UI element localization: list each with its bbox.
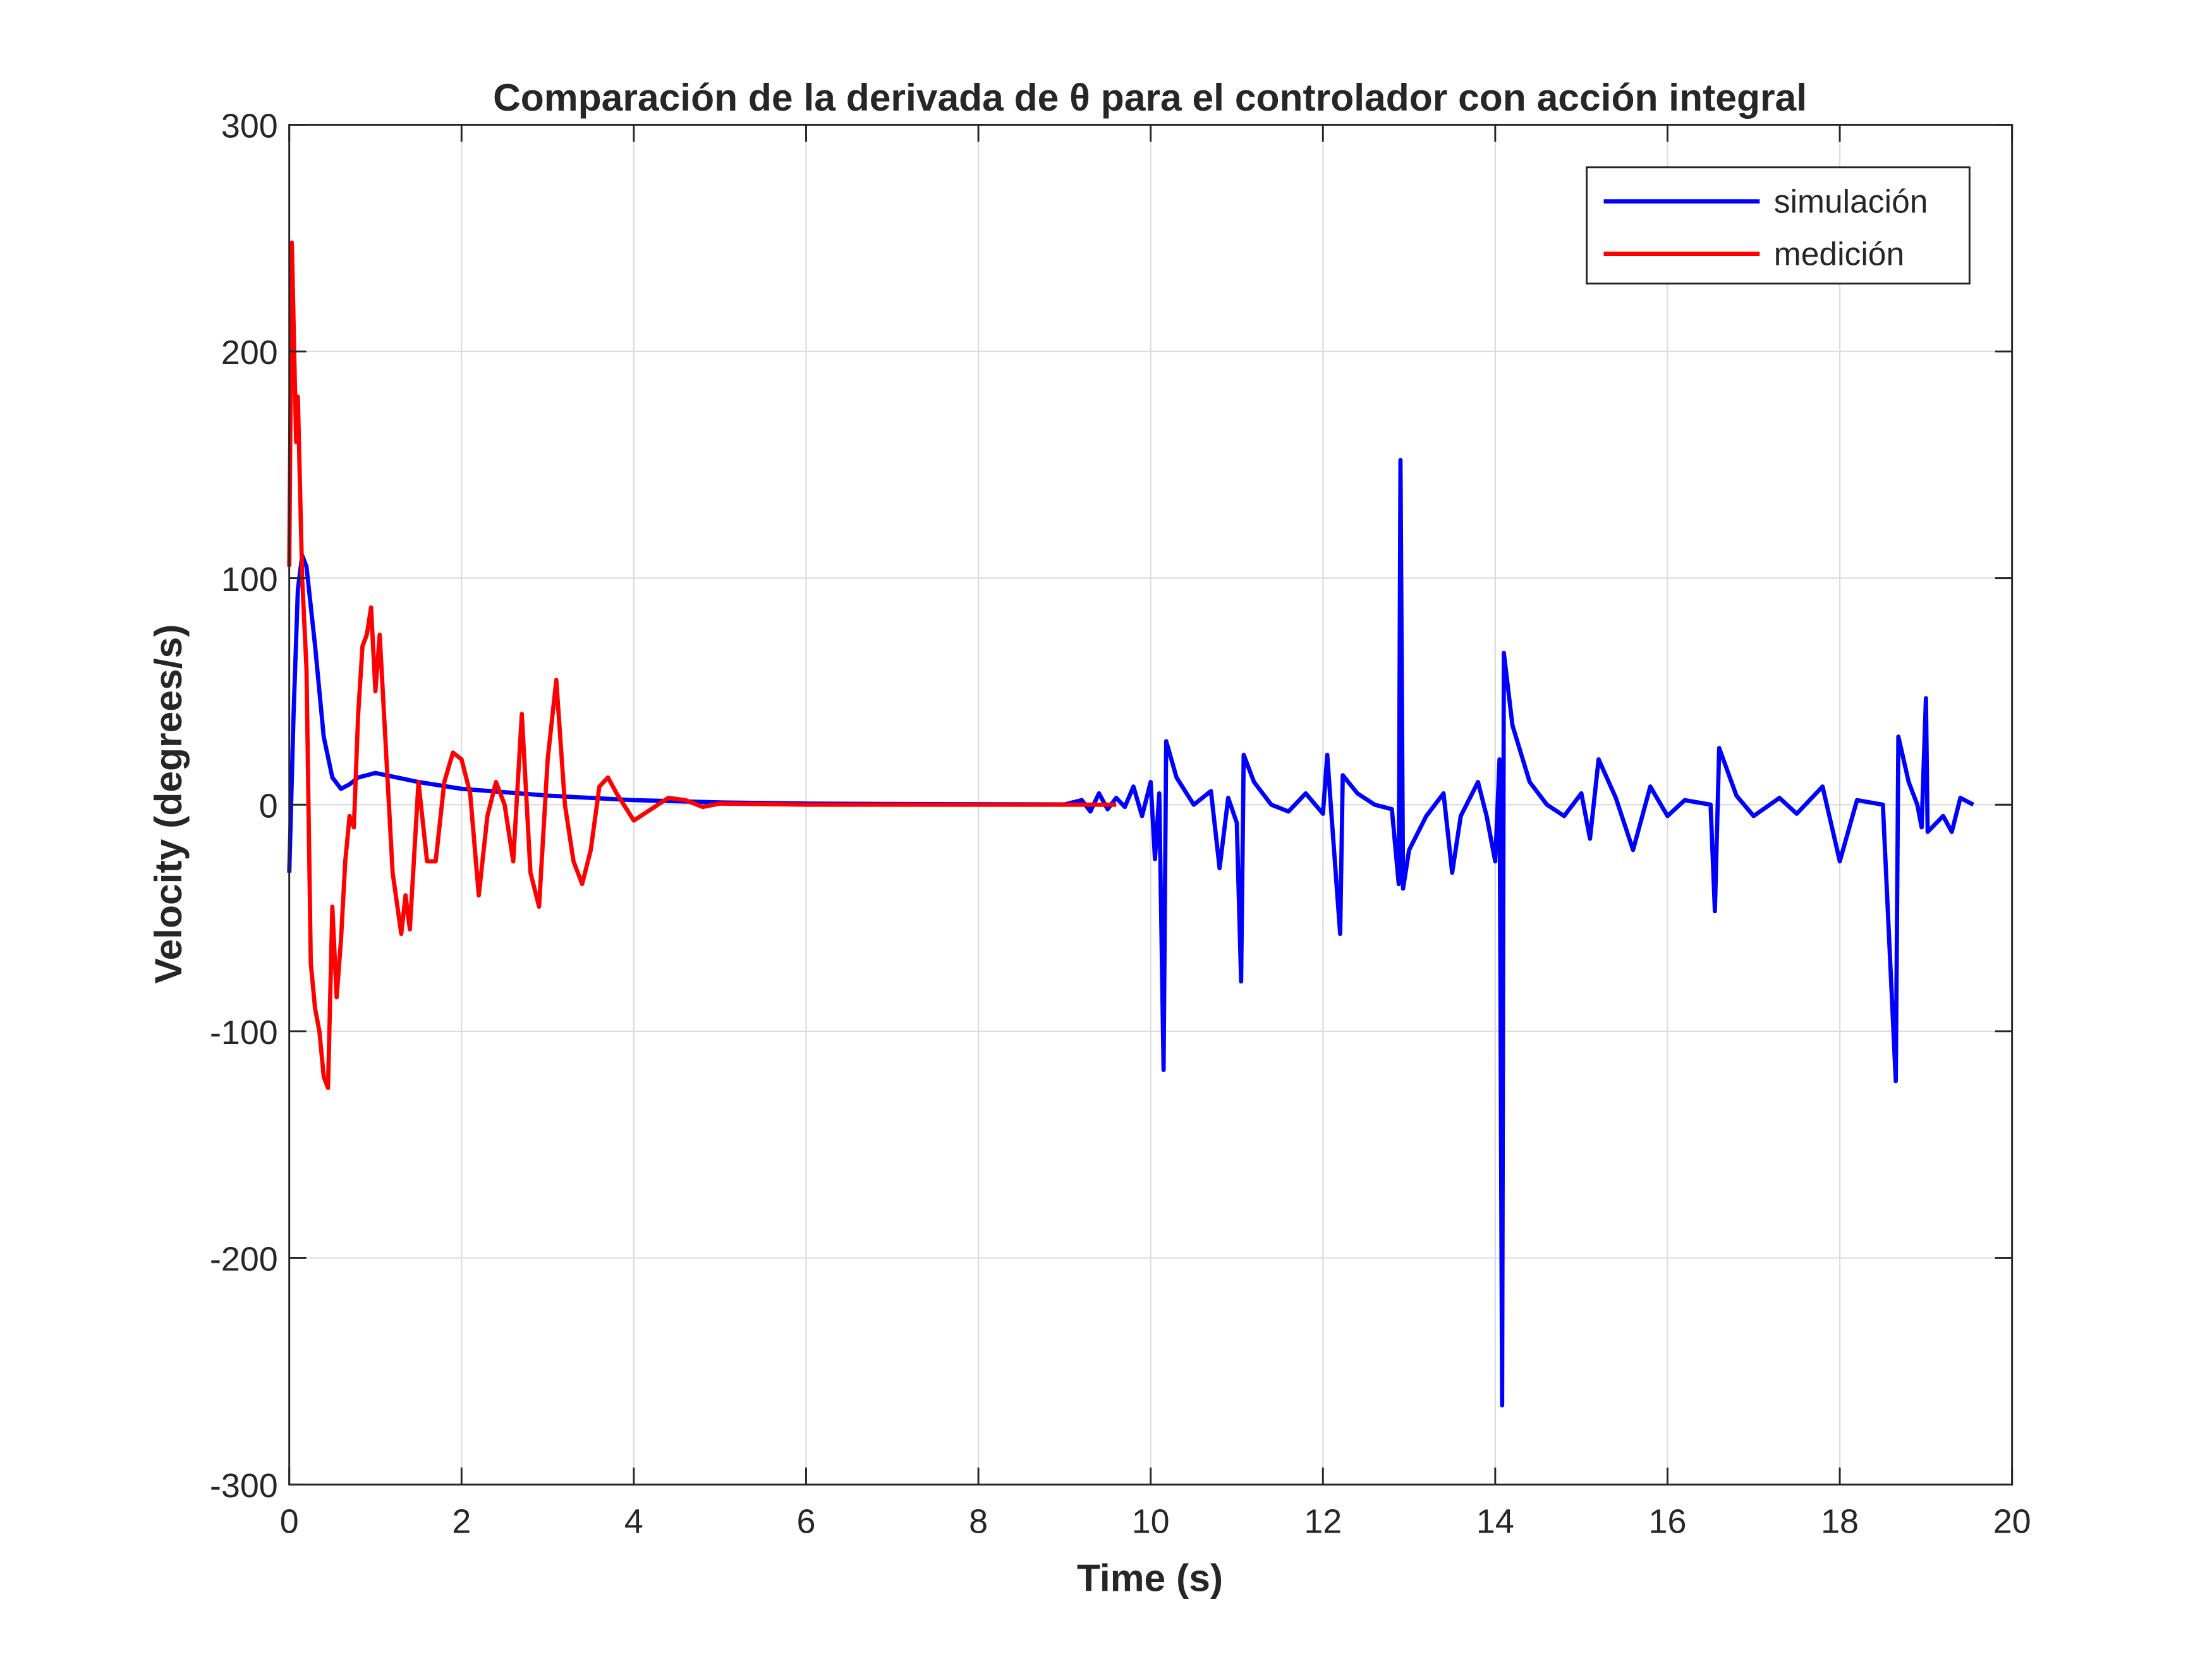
y-tick-label: 200	[221, 334, 278, 372]
x-tick-label: 8	[969, 1502, 988, 1540]
x-axis-label: Time (s)	[1077, 1556, 1223, 1599]
y-tick-label: 300	[221, 107, 278, 145]
legend-label: medición	[1774, 236, 1904, 272]
x-tick-label: 2	[452, 1502, 471, 1540]
x-tick-label: 16	[1649, 1502, 1687, 1540]
legend-label: simulación	[1774, 183, 1928, 220]
x-tick-label: 12	[1304, 1502, 1342, 1540]
y-tick-label: -200	[210, 1241, 278, 1279]
x-tick-label: 18	[1821, 1502, 1859, 1540]
y-axis-label: Velocity (degrees/s)	[147, 624, 190, 984]
x-tick-label: 0	[280, 1502, 299, 1540]
legend: simulación medición	[1586, 166, 1971, 285]
y-tick-label: 100	[221, 561, 278, 599]
y-tick-label: -100	[210, 1014, 278, 1052]
x-tick-label: 20	[1993, 1502, 2031, 1540]
chart-title: Comparación de la derivada de θ para el …	[493, 76, 1807, 119]
plot-lines	[287, 240, 1974, 1407]
y-tick-label: 0	[259, 787, 278, 825]
x-tick-label: 4	[624, 1502, 643, 1540]
x-tick-label: 14	[1476, 1502, 1514, 1540]
x-tick-label: 10	[1132, 1502, 1170, 1540]
ticks: 0 2 4 6 8 10 12 14 16 18 20 -300 -200 -100 0 100 200 300	[210, 107, 2031, 1541]
y-tick-label: -300	[210, 1467, 278, 1505]
series-line	[287, 240, 1117, 1090]
x-tick-label: 6	[797, 1502, 816, 1540]
legend-box	[1586, 166, 1971, 285]
